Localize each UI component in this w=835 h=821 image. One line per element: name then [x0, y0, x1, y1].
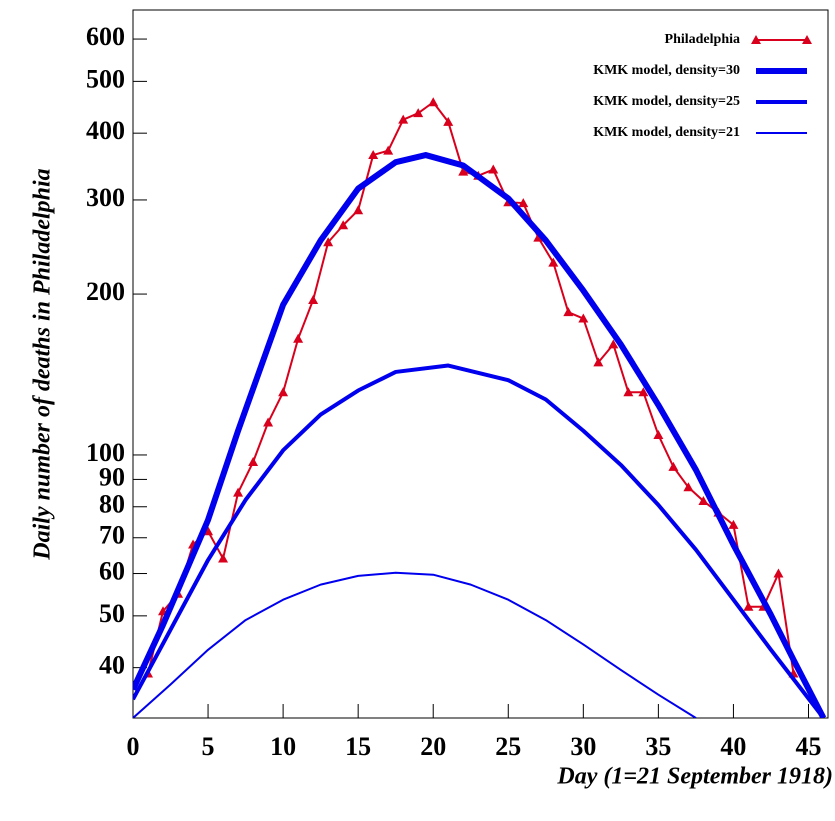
legend-label: KMK model, density=30 [593, 63, 740, 78]
data-point [683, 482, 694, 492]
y-tick-label: 90 [99, 462, 125, 491]
data-point [278, 387, 289, 397]
y-tick-label: 80 [99, 490, 125, 519]
x-tick-label: 20 [420, 732, 446, 761]
data-point [593, 357, 604, 367]
data-point [263, 417, 274, 427]
data-point [773, 568, 784, 578]
data-point [578, 313, 589, 323]
data-point [518, 198, 529, 208]
data-point [563, 307, 574, 317]
y-tick-label: 200 [86, 277, 125, 306]
y-tick-label: 50 [99, 599, 125, 628]
data-point [353, 205, 364, 215]
legend-label: KMK model, density=21 [593, 125, 740, 140]
data-point [698, 496, 709, 506]
data-point [638, 387, 649, 397]
legend-marker [802, 35, 812, 44]
plot-area [133, 97, 827, 718]
data-point [653, 429, 664, 439]
legend-label: KMK model, density=25 [593, 94, 740, 109]
y-tick-label: 500 [86, 64, 125, 93]
data-point [398, 114, 409, 124]
data-point [728, 519, 739, 529]
data-point [668, 461, 679, 471]
x-tick-label: 25 [495, 732, 521, 761]
y-tick-label: 60 [99, 557, 125, 586]
data-point [383, 145, 394, 155]
data-point [233, 487, 244, 497]
x-axis-label: Day (1=21 September 1918) [556, 764, 833, 790]
data-point [548, 257, 559, 267]
data-point [293, 333, 304, 343]
legend-marker [751, 35, 761, 44]
y-tick-label: 400 [86, 116, 125, 145]
y-tick-label: 70 [99, 521, 125, 550]
data-point [308, 294, 319, 304]
x-tick-label: 0 [127, 732, 140, 761]
x-tick-label: 30 [570, 732, 596, 761]
data-point [368, 150, 379, 160]
legend-label: Philadelphia [665, 32, 740, 47]
data-point [413, 108, 424, 118]
data-point [488, 164, 499, 174]
data-point [248, 457, 259, 467]
plot-frame [132, 9, 829, 719]
data-point [623, 387, 634, 397]
y-tick-label: 300 [86, 183, 125, 212]
data-point [443, 116, 454, 126]
y-tick-label: 600 [86, 22, 125, 51]
data-point [743, 601, 754, 611]
data-point [533, 232, 544, 242]
x-tick-label: 15 [345, 732, 371, 761]
data-point [218, 553, 229, 563]
y-tick-label: 40 [99, 651, 125, 680]
data-line [133, 152, 827, 718]
x-tick-label: 35 [645, 732, 671, 761]
data-line [147, 101, 795, 674]
y-tick-label: 100 [86, 438, 125, 467]
data-point [458, 166, 469, 176]
x-tick-label: 5 [202, 732, 215, 761]
data-line [133, 571, 697, 718]
x-tick-label: 40 [720, 732, 746, 761]
data-line [133, 363, 826, 718]
y-axis-label: Daily number of deaths in Philadelphia [30, 168, 56, 560]
data-point [323, 237, 334, 247]
data-point [338, 220, 349, 230]
x-tick-label: 10 [270, 732, 296, 761]
data-point [428, 97, 439, 107]
x-tick-label: 45 [795, 732, 821, 761]
data-point [608, 339, 619, 349]
